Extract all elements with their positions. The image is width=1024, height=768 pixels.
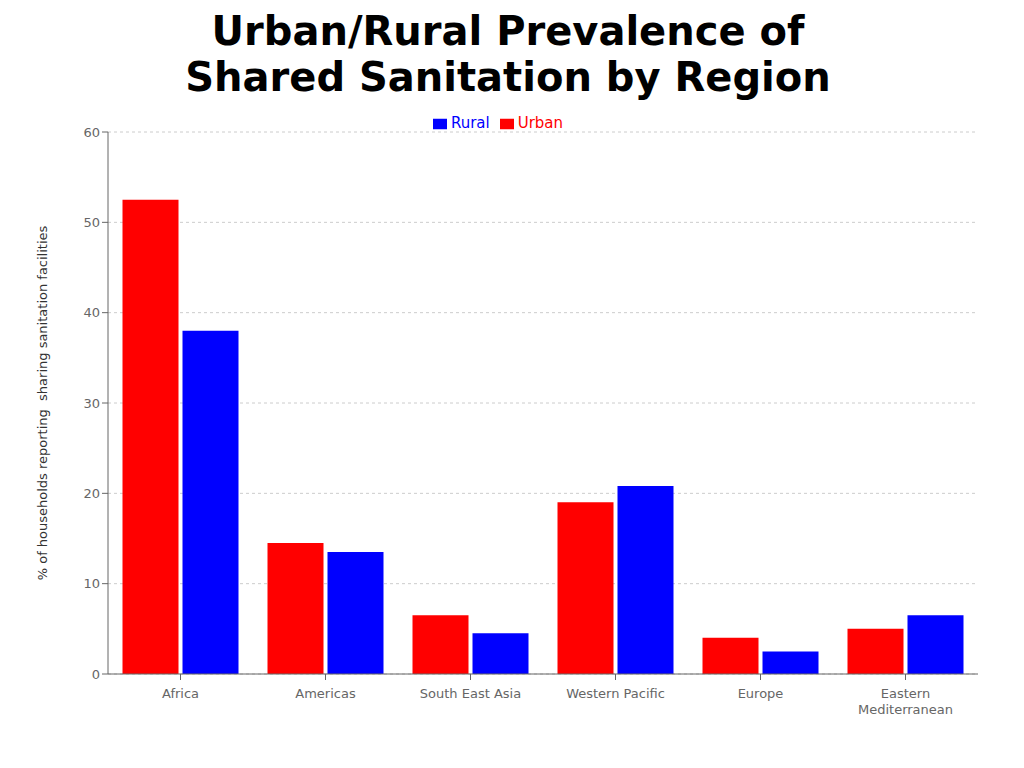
svg-text:20: 20 [83, 486, 100, 501]
svg-text:30: 30 [83, 396, 100, 411]
svg-text:60: 60 [83, 125, 100, 140]
svg-text:10: 10 [83, 576, 100, 591]
svg-text:% of households reporting sha: % of households reporting sharing sanita… [35, 225, 50, 580]
svg-text:Africa: Africa [162, 686, 199, 701]
html-text:Urban: Urban [517, 114, 564, 132]
svg-text:0: 0 [92, 667, 100, 682]
svg-text:South East Asia: South East Asia [420, 686, 521, 701]
html-text:Urban/Rural Prevalence of: Urban/Rural Prevalence of [211, 8, 805, 54]
html-text:Shared Sanitation by Region: Shared Sanitation by Region [185, 54, 831, 100]
html-text:Rural: Rural [450, 114, 490, 132]
svg-text:Western Pacific: Western Pacific [566, 686, 665, 701]
svg-text:40: 40 [83, 305, 100, 320]
svg-text:Europe: Europe [738, 686, 784, 701]
svg-text:50: 50 [83, 215, 100, 230]
svg-text:Americas: Americas [295, 686, 356, 701]
svg-text:EasternMediterranean: EasternMediterranean [858, 686, 953, 717]
